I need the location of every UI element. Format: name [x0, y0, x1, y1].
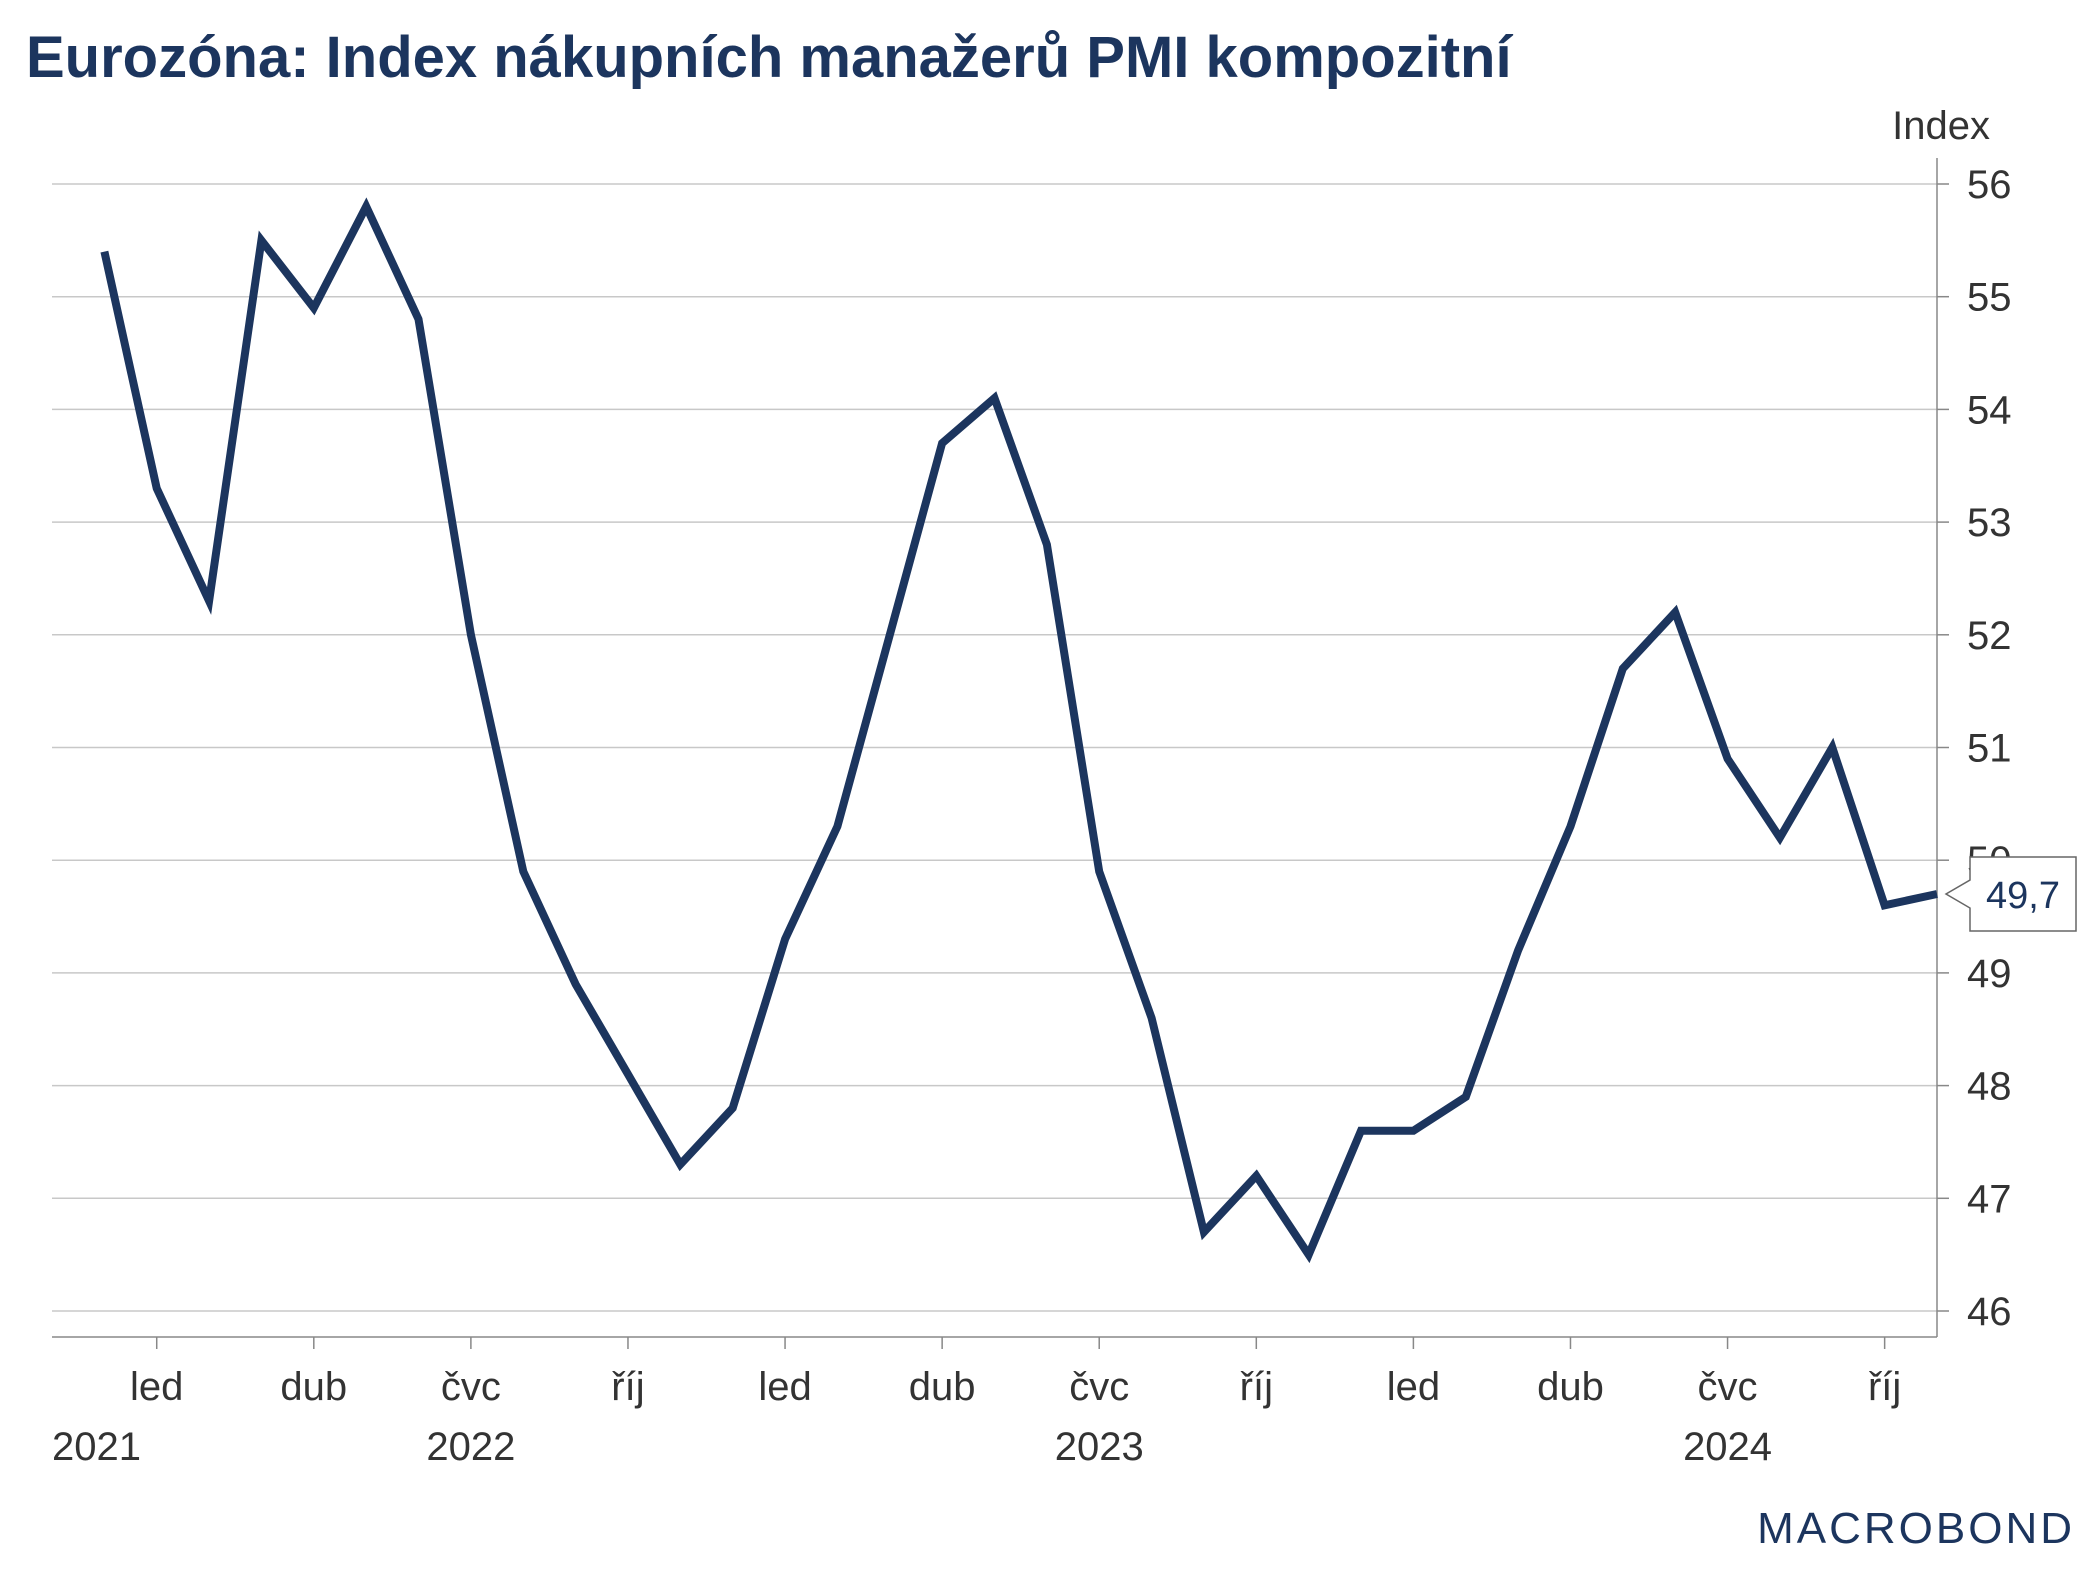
x-tick-label: čvc [1069, 1365, 1129, 1409]
x-tick-label: říj [1868, 1365, 1901, 1409]
x-tick-label: led [758, 1365, 811, 1409]
y-tick-label: 51 [1967, 727, 2012, 771]
y-tick-label: 49 [1967, 952, 2012, 996]
x-tick-label: dub [909, 1365, 976, 1409]
x-tick-label: říj [611, 1365, 644, 1409]
x-year-label: 2021 [52, 1425, 141, 1469]
y-axis-label: Index [1892, 104, 1990, 148]
x-tick-label: led [1387, 1365, 1440, 1409]
x-tick-label: dub [280, 1365, 347, 1409]
x-year-label: 2023 [1055, 1425, 1144, 1469]
y-tick-label: 53 [1967, 501, 2012, 545]
y-tick-label: 47 [1967, 1177, 2012, 1221]
series-layer [100, 197, 1938, 1264]
labels: 4647484950515253545556Indexled2021dubčvc… [52, 104, 2077, 1469]
y-tick-label: 55 [1967, 276, 2012, 320]
axes [52, 158, 1949, 1349]
y-tick-label: 54 [1967, 388, 2012, 432]
last-value-label: 49,7 [1986, 875, 2060, 917]
y-tick-label: 46 [1967, 1290, 2012, 1334]
x-tick-label: čvc [441, 1365, 501, 1409]
chart-title: Eurozóna: Index nákupních manažerů PMI k… [26, 25, 1512, 90]
y-tick-label: 48 [1967, 1065, 2012, 1109]
grid-lines [52, 183, 1937, 1312]
x-year-label: 2024 [1683, 1425, 1772, 1469]
x-year-label: 2022 [426, 1425, 515, 1469]
last-value-box [1944, 856, 2077, 932]
x-tick-label: dub [1537, 1365, 1604, 1409]
y-tick-label: 52 [1967, 614, 2012, 658]
macrobond-logo: MACROBOND [1757, 1504, 2075, 1553]
x-tick-label: čvc [1698, 1365, 1758, 1409]
y-tick-label: 56 [1967, 163, 2012, 207]
x-tick-label: říj [1240, 1365, 1273, 1409]
series-line [100, 197, 1938, 1264]
x-tick-label: led [130, 1365, 183, 1409]
